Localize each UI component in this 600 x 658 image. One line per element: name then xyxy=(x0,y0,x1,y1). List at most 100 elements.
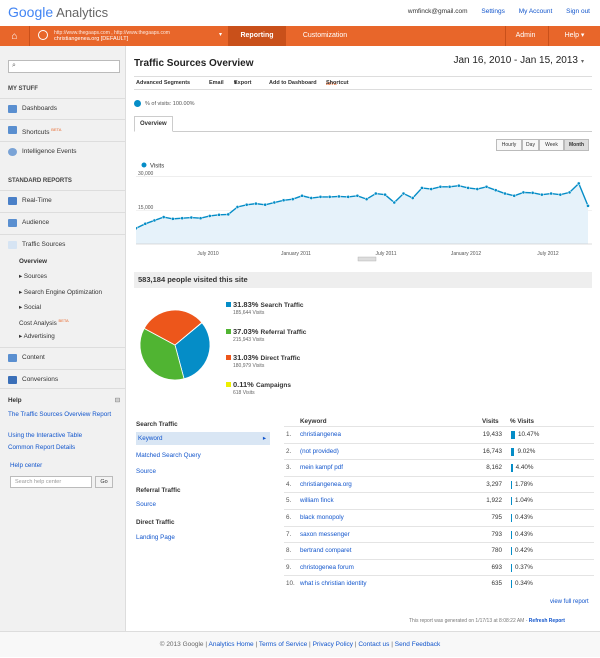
visits-point[interactable] xyxy=(327,195,332,199)
visits-point[interactable] xyxy=(475,187,480,191)
visits-point[interactable] xyxy=(383,192,387,197)
dimension-keyword[interactable]: Keyword ▸ xyxy=(136,432,270,445)
home-button[interactable]: ⌂ xyxy=(0,26,30,46)
traffic-pie-chart[interactable] xyxy=(138,308,212,382)
visits-point[interactable] xyxy=(318,195,323,199)
dimension-landing-page[interactable]: Landing Page xyxy=(136,534,175,541)
visits-point[interactable] xyxy=(136,226,138,231)
sidebar-item-dashboards[interactable]: Dashboards xyxy=(0,98,125,118)
visits-point[interactable] xyxy=(392,200,397,205)
sidebar-sub-cost-analysis[interactable]: Cost Analysis BETA xyxy=(19,318,69,327)
visits-point[interactable] xyxy=(346,195,351,199)
sidebar-sub-advertising[interactable]: ▸ Advertising xyxy=(19,333,55,340)
visits-point[interactable] xyxy=(466,186,470,190)
footer-terms-link[interactable]: Terms of Service xyxy=(258,641,308,648)
visits-point[interactable] xyxy=(300,193,304,198)
visits-point[interactable] xyxy=(235,205,240,209)
visits-point[interactable] xyxy=(217,212,221,217)
visits-point[interactable] xyxy=(198,216,203,221)
settings-link[interactable]: Settings xyxy=(481,8,505,15)
sidebar-item-intelligence[interactable]: Intelligence Events xyxy=(0,141,125,161)
table-row[interactable]: 3. mein kampf pdf 8,162 4.40% xyxy=(284,459,594,475)
visits-point[interactable] xyxy=(586,204,590,208)
collapse-icon[interactable]: ⊟ xyxy=(114,397,120,404)
help-link-common-details[interactable]: Common Report Details xyxy=(8,444,75,451)
tab-admin[interactable]: Admin xyxy=(505,26,545,46)
sidebar-item-conversions[interactable]: Conversions xyxy=(0,369,125,389)
sidebar-sub-seo[interactable]: ▸ Search Engine Optimization xyxy=(19,289,102,296)
table-row[interactable]: 6. black monopoly 795 0.43% xyxy=(284,509,594,525)
visits-point[interactable] xyxy=(540,192,544,197)
help-link-overview[interactable]: The Traffic Sources Overview Report xyxy=(8,410,118,419)
pie-slice[interactable] xyxy=(143,309,203,346)
footer-contact-link[interactable]: Contact us xyxy=(358,641,390,648)
help-link-text[interactable]: The Traffic Sources Overview Report xyxy=(8,411,112,418)
visits-point[interactable] xyxy=(457,183,461,188)
visits-point[interactable] xyxy=(180,216,184,221)
visits-point[interactable] xyxy=(171,217,175,221)
shortcut-button[interactable]: Shortcut BETA xyxy=(326,77,349,94)
pie-slice[interactable] xyxy=(139,327,185,381)
sidebar-sub-sources[interactable]: ▸ Sources xyxy=(19,273,48,280)
row-keyword[interactable]: bertrand comparet xyxy=(300,547,352,555)
row-keyword[interactable]: black monopoly xyxy=(300,514,344,521)
visits-point[interactable] xyxy=(272,200,277,205)
visits-point[interactable] xyxy=(263,202,267,207)
help-search-input[interactable]: Search help center xyxy=(10,476,92,488)
table-row[interactable]: 8. bertrand comparet 780 0.42% xyxy=(284,542,594,558)
visits-point[interactable] xyxy=(254,201,258,206)
refresh-report-link[interactable]: Refresh Report xyxy=(528,618,565,624)
visits-point[interactable] xyxy=(447,184,452,189)
visits-point[interactable] xyxy=(401,191,406,196)
help-center-link[interactable]: Help center xyxy=(10,462,42,469)
visits-point[interactable] xyxy=(484,184,489,189)
sidebar-item-audience[interactable]: Audience xyxy=(0,212,125,232)
my-account-link[interactable]: My Account xyxy=(518,8,553,15)
sign-out-link[interactable]: Sign out xyxy=(566,8,590,15)
visits-point[interactable] xyxy=(364,197,369,202)
sidebar-item-realtime[interactable]: Real-Time xyxy=(0,190,125,210)
help-go-button[interactable]: Go xyxy=(95,476,113,488)
row-keyword[interactable]: william finck xyxy=(300,497,334,505)
date-range-picker[interactable]: Jan 16, 2010 - Jan 15, 2013 ▾ xyxy=(453,55,584,66)
visits-point[interactable] xyxy=(309,196,314,200)
help-link-text[interactable]: Common Report Details xyxy=(8,444,76,451)
chart-resize-handle[interactable] xyxy=(357,256,377,262)
help-center-text[interactable]: Help center xyxy=(10,462,43,469)
row-keyword[interactable]: christogenea forum xyxy=(300,563,354,571)
footer-analytics-home-link[interactable]: Analytics Home xyxy=(208,641,254,648)
help-link-text[interactable]: Using the Interactive Table xyxy=(8,432,83,439)
tab-overview[interactable]: Overview xyxy=(134,116,173,132)
visits-line-chart[interactable]: Visits July 2010 January 2011 July 2011 Jan… xyxy=(136,158,592,262)
visits-point[interactable] xyxy=(290,197,295,202)
visits-point[interactable] xyxy=(143,221,148,226)
footer-feedback-link[interactable]: Send Feedback xyxy=(394,641,441,648)
view-full-report-link[interactable]: view full report xyxy=(550,599,589,605)
table-row[interactable]: 2. (not provided) 16,743 9.02% xyxy=(284,442,594,459)
sidebar-item-traffic-sources[interactable]: Traffic Sources xyxy=(0,234,125,254)
row-keyword[interactable]: what is christian identity xyxy=(300,580,367,588)
pie-slice[interactable] xyxy=(174,322,211,380)
granularity-week[interactable]: Week xyxy=(539,139,564,151)
visits-point[interactable] xyxy=(438,184,443,189)
visits-point[interactable] xyxy=(420,186,424,190)
visits-point[interactable] xyxy=(226,212,231,217)
visits-point[interactable] xyxy=(576,181,581,186)
sidebar-item-shortcuts[interactable]: Shortcuts BETA xyxy=(0,119,125,139)
export-button[interactable]: Export ▾ xyxy=(234,77,251,90)
advanced-segments-button[interactable]: Advanced Segments xyxy=(136,80,191,86)
footer-privacy-link[interactable]: Privacy Policy xyxy=(312,641,354,648)
table-row[interactable]: 1. christiangenea 19,433 10.47% xyxy=(284,426,594,442)
visits-point[interactable] xyxy=(558,192,563,197)
visits-point[interactable] xyxy=(410,196,415,200)
table-row[interactable]: 5. william finck 1,922 1.04% xyxy=(284,492,594,508)
granularity-hourly[interactable]: Hourly xyxy=(496,139,522,151)
visits-point[interactable] xyxy=(373,191,378,196)
visits-point[interactable] xyxy=(161,215,166,219)
google-analytics-logo[interactable]: Google Analytics xyxy=(8,4,108,20)
email-button[interactable]: Email xyxy=(209,80,224,86)
row-keyword[interactable]: christiangenea.org xyxy=(300,480,352,488)
tab-customization[interactable]: Customization xyxy=(302,32,348,39)
row-keyword[interactable]: saxon messenger xyxy=(300,530,350,538)
visits-point[interactable] xyxy=(355,193,360,198)
